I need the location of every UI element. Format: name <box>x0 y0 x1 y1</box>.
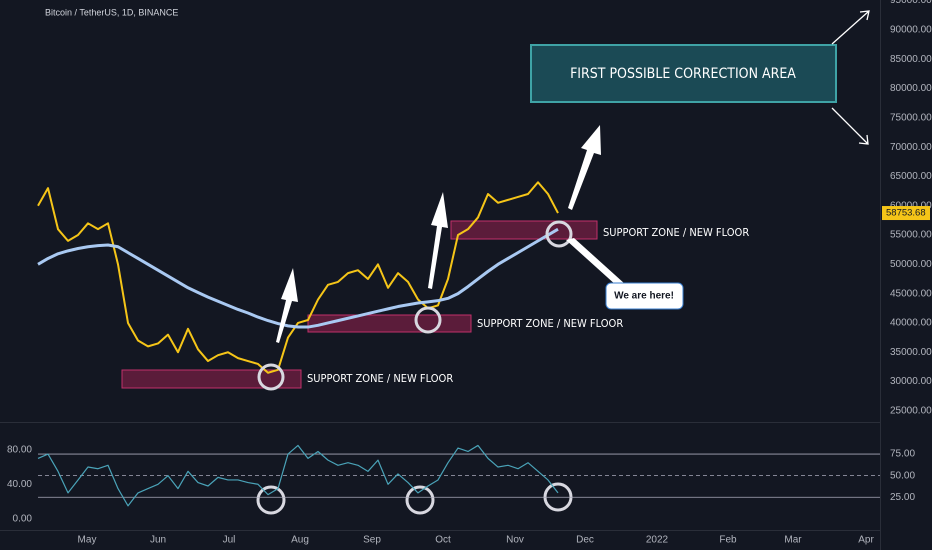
x-tick-label: Apr <box>858 535 874 546</box>
y2-tick-label: 40.00 <box>7 479 32 490</box>
y-tick-label: 50.00 <box>890 470 915 481</box>
arrow <box>428 192 448 289</box>
x-tick-label: Feb <box>719 535 737 546</box>
y-tick-label: 55000.00 <box>890 230 932 241</box>
y-tick-label: 30000.00 <box>890 376 932 387</box>
annotation: SUPPORT ZONE / NEW FLOOR <box>477 317 623 330</box>
y-tick-label: 60000.00 <box>890 200 932 211</box>
arrow <box>568 125 601 210</box>
arrow <box>276 268 298 343</box>
last-price-tag <box>882 206 930 221</box>
x-tick-label: Jun <box>150 535 166 546</box>
price-lines <box>37 181 559 374</box>
support-zone <box>450 220 598 240</box>
y-tick-label: 85000.00 <box>890 54 932 65</box>
x-tick-label: Sep <box>363 535 381 546</box>
x-tick-label: Nov <box>506 535 524 546</box>
annotation: SUPPORT ZONE / NEW FLOOR <box>307 372 453 385</box>
y-tick-label: 65000.00 <box>890 171 932 182</box>
annotation: We are here! <box>614 291 674 302</box>
y2-tick-label: 0.00 <box>13 513 33 524</box>
annotation: FIRST POSSIBLE CORRECTION AREA <box>570 66 796 82</box>
annotation: SUPPORT ZONE / NEW FLOOR <box>603 226 749 239</box>
chart-title: Bitcoin / TetherUS, 1D, BINANCE <box>45 7 178 17</box>
y-tick-label: 40000.00 <box>890 318 932 329</box>
x-tick-label: Mar <box>784 535 802 546</box>
y-tick-label: 45000.00 <box>890 288 932 299</box>
x-tick-label: Aug <box>291 535 309 546</box>
highlight-circle <box>414 306 442 334</box>
y-tick-label: 25000.00 <box>890 406 932 417</box>
y-tick-label: 25.00 <box>890 492 915 503</box>
support-zone <box>121 369 302 389</box>
highlight-circle <box>257 363 285 391</box>
callout <box>605 282 684 310</box>
x-tick-label: Dec <box>576 535 594 546</box>
x-tick-label: May <box>78 535 97 546</box>
x-tick-label: 2022 <box>646 535 669 546</box>
y-tick-label: 90000.00 <box>890 25 932 36</box>
y-tick-label: 70000.00 <box>890 142 932 153</box>
y-tick-label: 50000.00 <box>890 259 932 270</box>
series-line <box>37 444 559 507</box>
highlight-circle <box>545 220 573 248</box>
y-tick-label: 35000.00 <box>890 347 932 358</box>
x-tick-label: Oct <box>435 535 451 546</box>
callout-pointer <box>566 238 625 286</box>
y-tick-label: 95000.00 <box>890 0 932 6</box>
y2-tick-label: 80.00 <box>7 444 32 455</box>
support-zone <box>307 314 472 333</box>
series-line <box>37 181 559 374</box>
y-tick-label: 80000.00 <box>890 83 932 94</box>
x-tick-label: Jul <box>223 535 236 546</box>
y-tick-label: 75.00 <box>890 449 915 460</box>
callout-box <box>530 44 837 103</box>
highlight-circle <box>405 485 435 515</box>
series-line <box>37 227 559 329</box>
highlight-circle <box>256 485 286 515</box>
last-price-label: 58753.68 <box>886 208 926 219</box>
y-tick-label: 75000.00 <box>890 112 932 123</box>
thin-arrows <box>831 10 870 145</box>
